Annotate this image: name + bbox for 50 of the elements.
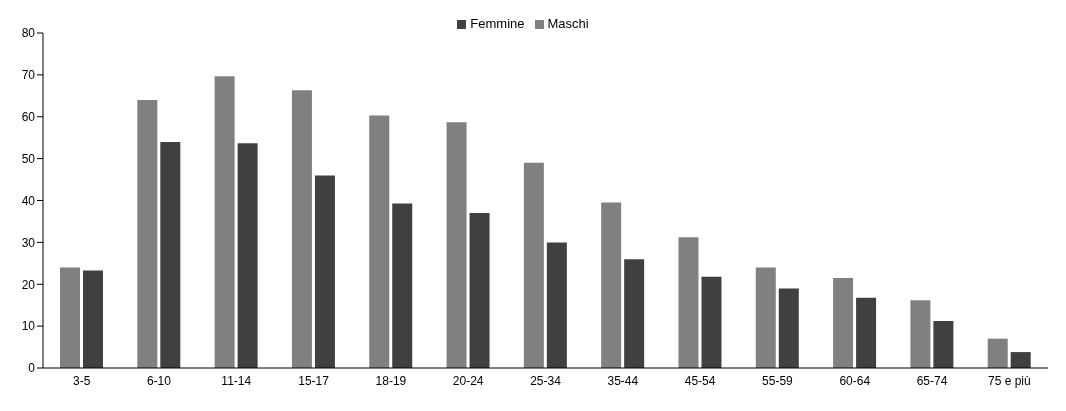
bar [523,162,544,368]
x-tick-label: 11-14 [221,373,252,388]
y-tick-label: 30 [21,235,36,250]
bar [1010,352,1031,368]
y-tick-label: 40 [21,193,36,208]
y-tick-label: 20 [21,277,36,292]
y-tick-label: 70 [21,68,36,83]
bar [933,321,954,368]
bar [701,276,722,368]
legend-label: Maschi [547,16,589,31]
x-tick-label: 65-74 [916,373,948,388]
bar [369,115,390,368]
x-tick-label: 3-5 [72,373,91,388]
bar [546,242,567,368]
y-tick-label: 60 [21,110,36,125]
x-tick-label: 75 e più [987,373,1031,388]
bar [856,297,877,368]
bar [237,143,258,368]
x-tick-label: 18-19 [375,373,407,388]
x-tick-label: 60-64 [839,373,871,388]
bar [83,270,104,368]
bar [987,338,1008,368]
x-tick-label: 6-10 [146,373,172,388]
x-tick-label: 15-17 [298,373,330,388]
bar [678,237,699,368]
bar [137,100,158,368]
bar [469,213,490,368]
x-tick-label: 20-24 [452,373,484,388]
bar [778,288,799,368]
x-tick-label: 25-34 [530,373,562,388]
bar [392,203,413,368]
bar [314,175,335,368]
bar [214,76,235,368]
bar [833,277,854,368]
bar [60,267,81,368]
y-tick-label: 50 [21,151,36,166]
bar [910,300,931,368]
bar [160,141,181,368]
y-tick-label: 10 [21,319,36,334]
bar [601,202,622,368]
bar [624,259,645,368]
x-tick-label: 55-59 [762,373,794,388]
x-tick-label: 35-44 [607,373,639,388]
bar [291,90,312,368]
x-tick-label: 45-54 [684,373,716,388]
y-tick-label: 0 [28,361,36,376]
bar [755,267,776,368]
y-tick-label: 80 [21,26,36,41]
bar [446,122,467,368]
legend-label: Femmine [470,16,525,31]
